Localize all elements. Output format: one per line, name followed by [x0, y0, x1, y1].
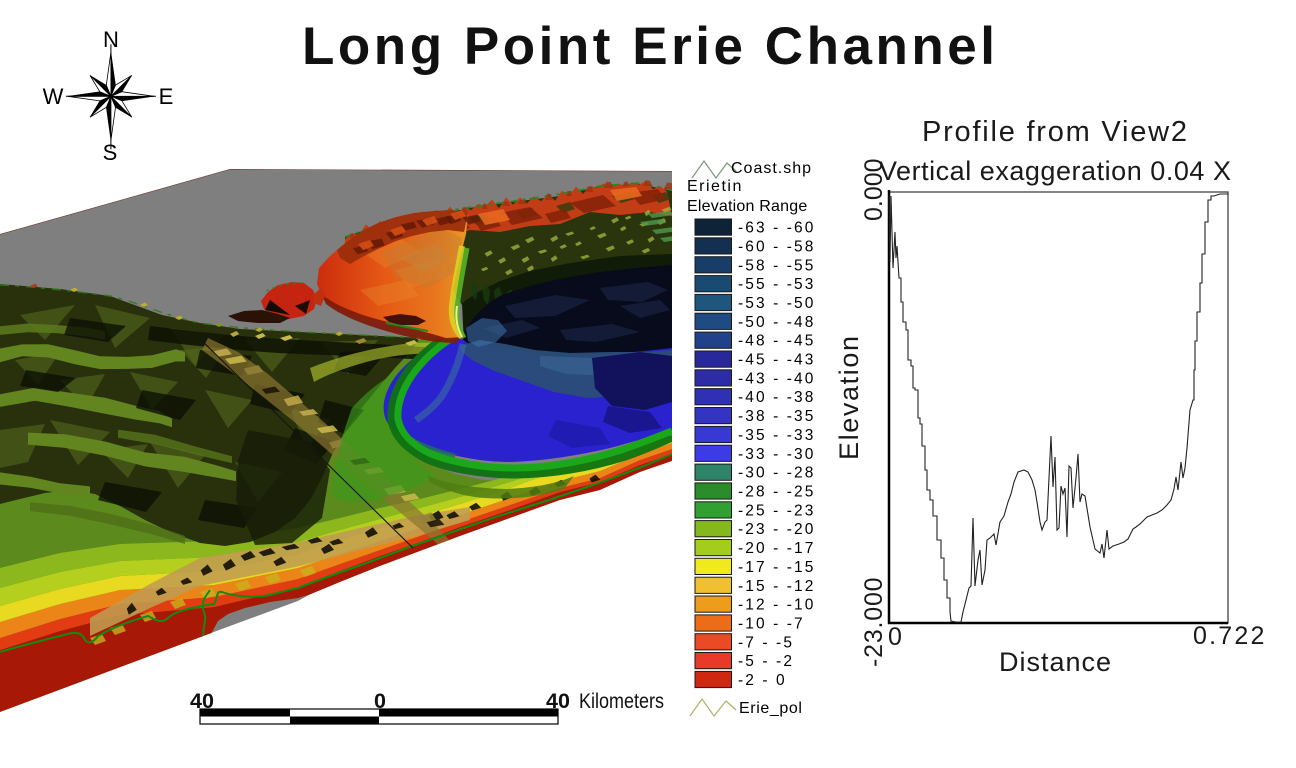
- svg-text:-20 - -17: -20 - -17: [738, 540, 815, 557]
- svg-text:-50 - -48: -50 - -48: [738, 314, 815, 331]
- svg-text:E: E: [159, 84, 174, 109]
- svg-text:-55 - -53: -55 - -53: [738, 276, 815, 293]
- svg-text:Elevation: Elevation: [834, 336, 864, 460]
- svg-text:-28 - -25: -28 - -25: [738, 484, 815, 501]
- svg-text:W: W: [43, 84, 64, 109]
- svg-text:Coast.shp: Coast.shp: [731, 160, 812, 177]
- svg-text:-35 - -33: -35 - -33: [738, 427, 815, 444]
- svg-text:Vertical exaggeration 0.04 X: Vertical exaggeration 0.04 X: [879, 156, 1231, 186]
- svg-text:-40 - -38: -40 - -38: [738, 389, 815, 406]
- svg-text:-30 - -28: -30 - -28: [738, 465, 815, 482]
- svg-text:-60 - -58: -60 - -58: [738, 238, 815, 255]
- svg-text:N: N: [103, 27, 119, 52]
- svg-text:-7 - -5: -7 - -5: [738, 634, 794, 651]
- svg-text:Erietin: Erietin: [687, 178, 743, 195]
- svg-text:0.722: 0.722: [1193, 622, 1267, 650]
- svg-text:0: 0: [888, 623, 902, 651]
- svg-text:-15 - -12: -15 - -12: [738, 578, 815, 595]
- svg-text:-53 - -50: -53 - -50: [738, 295, 815, 312]
- svg-text:-10 - -7: -10 - -7: [738, 616, 805, 633]
- svg-text:0.000: 0.000: [860, 158, 888, 221]
- svg-text:-17 - -15: -17 - -15: [738, 559, 815, 576]
- svg-text:S: S: [103, 140, 118, 165]
- svg-text:-43 - -40: -43 - -40: [738, 370, 815, 387]
- svg-text:-5 - -2: -5 - -2: [738, 653, 794, 670]
- svg-text:-12 - -10: -12 - -10: [738, 597, 815, 614]
- svg-text:Distance: Distance: [999, 647, 1111, 677]
- svg-text:-23.000: -23.000: [860, 577, 888, 667]
- svg-text:-25 - -23: -25 - -23: [738, 502, 815, 519]
- svg-text:40: 40: [190, 689, 214, 713]
- svg-text:40: 40: [546, 689, 570, 713]
- svg-text:-38 - -35: -38 - -35: [738, 408, 815, 425]
- svg-text:-45 - -43: -45 - -43: [738, 352, 815, 369]
- svg-text:-2 - 0: -2 - 0: [738, 672, 787, 689]
- svg-text:Erie_pol: Erie_pol: [739, 700, 803, 717]
- svg-text:-23 - -20: -23 - -20: [738, 521, 815, 538]
- svg-text:-48 - -45: -48 - -45: [738, 333, 815, 350]
- svg-text:-58 - -55: -58 - -55: [738, 257, 815, 274]
- svg-text:Elevation Range: Elevation Range: [687, 198, 807, 215]
- svg-text:0: 0: [374, 689, 386, 713]
- svg-text:-33 - -30: -33 - -30: [738, 446, 815, 463]
- svg-text:Profile from View2: Profile from View2: [922, 116, 1187, 148]
- svg-text:-63 - -60: -63 - -60: [738, 220, 815, 237]
- svg-text:Kilometers: Kilometers: [579, 690, 664, 713]
- svg-text:Long Point Erie Channel: Long Point Erie Channel: [302, 17, 995, 76]
